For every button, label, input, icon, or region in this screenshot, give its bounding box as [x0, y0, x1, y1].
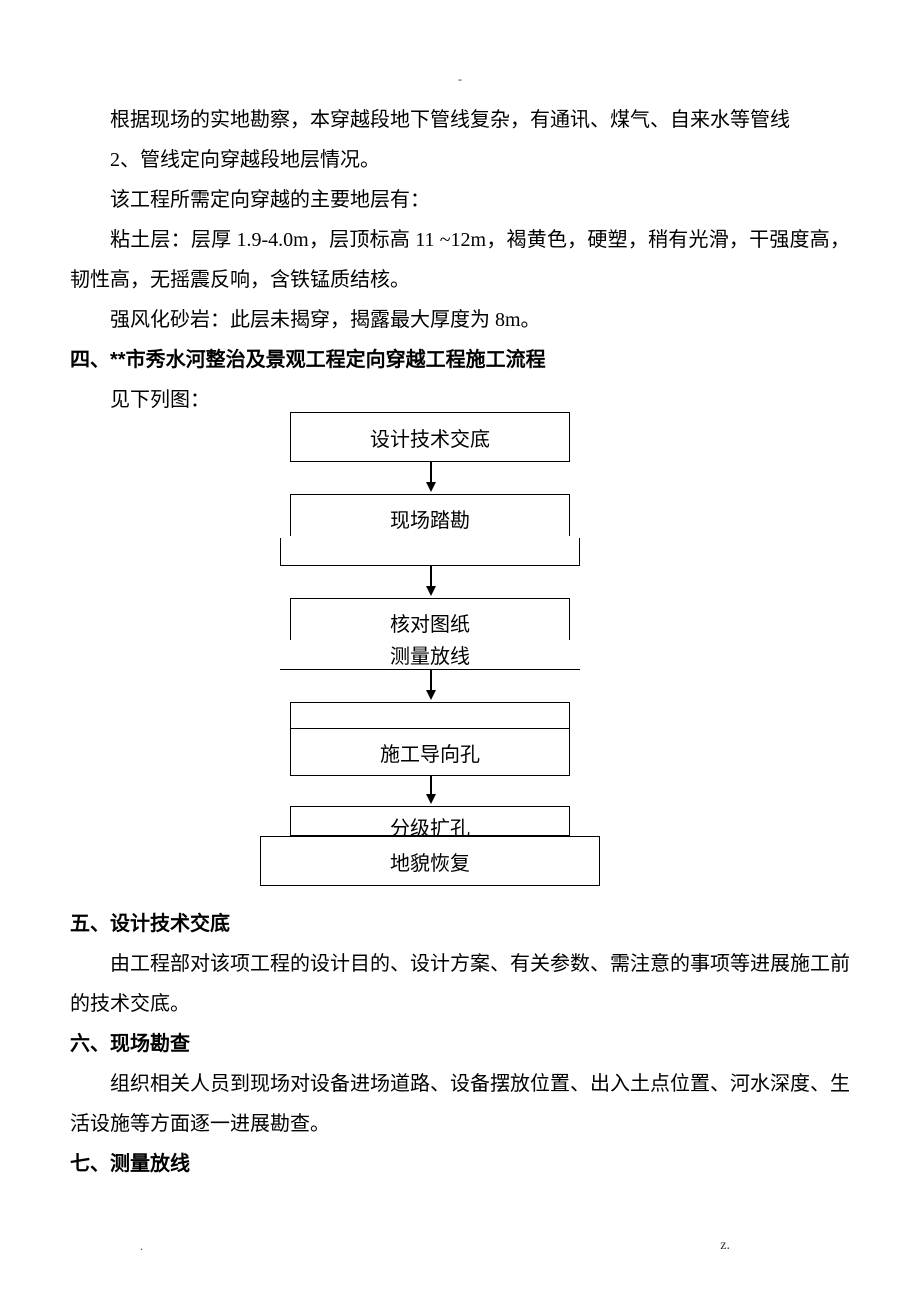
flow-node-5: 地貌恢复	[260, 836, 600, 886]
flowchart: 设计技术交底 现场踏勘 编制技术方案 核对图纸 测量放线 施工导向孔 分级扩孔 …	[250, 412, 650, 942]
arrow-2-head	[426, 586, 436, 596]
header-mark: -	[458, 72, 462, 87]
paragraph-7: 由工程部对该项工程的设计目的、设计方案、有关参数、需注意的事项等进展施工前的技术…	[70, 944, 850, 1024]
flow-node-4: 施工导向孔	[290, 728, 570, 776]
flow-node-4b-box: 分级扩孔	[290, 806, 570, 836]
flow-node-3b: 测量放线	[280, 640, 580, 669]
arrow-2	[430, 566, 432, 588]
arrow-3	[430, 670, 432, 692]
heading-6: 六、现场勘查	[70, 1024, 850, 1064]
paragraph-3: 该工程所需定向穿越的主要地层有：	[70, 180, 850, 220]
arrow-4	[430, 776, 432, 796]
arrow-4-head	[426, 794, 436, 804]
paragraph-5: 强风化砂岩：此层未揭穿，揭露最大厚度为 8m。	[70, 300, 850, 340]
flow-node-1: 设计技术交底	[290, 412, 570, 462]
flow-node-3: 核对图纸	[290, 598, 570, 646]
arrow-1-head	[426, 482, 436, 492]
arrow-3-head	[426, 690, 436, 700]
heading-4: 四、**市秀水河整治及景观工程定向穿越工程施工流程	[70, 340, 850, 380]
heading-7: 七、测量放线	[70, 1144, 850, 1184]
paragraph-8: 组织相关人员到现场对设备进场道路、设备摆放位置、出入土点位置、河水深度、生活设施…	[70, 1064, 850, 1144]
flow-node-2b-box	[280, 538, 580, 566]
flow-node-4b: 分级扩孔	[390, 812, 470, 836]
paragraph-4: 粘土层：层厚 1.9-4.0m，层顶标高 11 ~12m，褐黄色，硬塑，稍有光滑…	[70, 220, 850, 300]
footer-dot: .	[140, 1239, 143, 1254]
paragraph-2: 2、管线定向穿越段地层情况。	[70, 140, 850, 180]
footer-z: z.	[720, 1238, 730, 1254]
flow-node-2: 现场踏勘	[290, 494, 570, 542]
paragraph-1: 根据现场的实地勘察，本穿越段地下管线复杂，有通讯、煤气、自来水等管线	[70, 100, 850, 140]
arrow-1	[430, 462, 432, 484]
